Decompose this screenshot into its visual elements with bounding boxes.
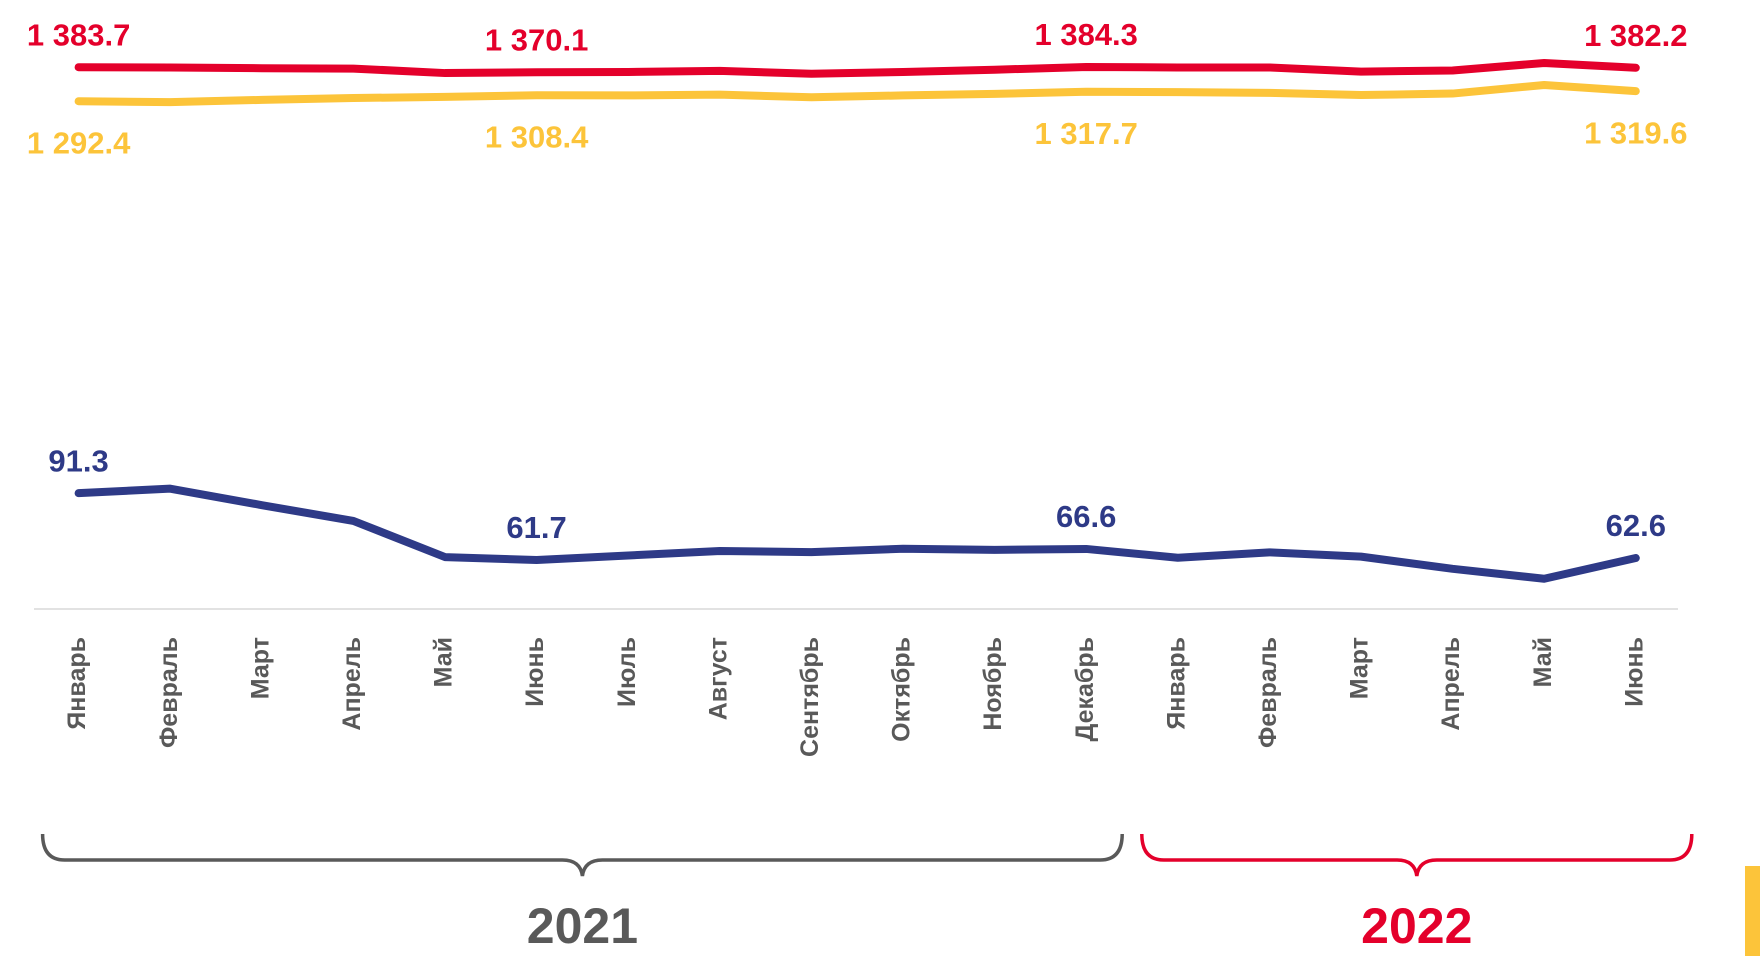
x-tick-label: Июль [613,637,641,707]
x-tick-label: Апрель [1437,637,1465,731]
x-tick-label: Январь [63,637,91,730]
data-label: 61.7 [506,510,566,545]
series-line [74,58,1640,78]
year-brace [40,833,1124,877]
corner-accent [1745,866,1760,956]
year-brace [1140,833,1694,877]
x-tick-label: Ноябрь [979,637,1007,731]
data-label: 62.6 [1606,508,1666,543]
x-tick-label: Август [704,637,732,720]
x-tick-label: Май [1529,637,1557,687]
x-tick-label: Март [246,637,274,699]
x-tick-label: Январь [1162,637,1190,730]
data-label: 1 383.7 [27,17,130,52]
x-tick-label: Июнь [1620,637,1648,707]
data-label: 1 317.7 [1034,116,1137,151]
year-label: 2021 [527,898,638,954]
data-label: 1 384.3 [1034,17,1137,52]
x-tick-label: Февраль [155,637,183,748]
x-tick-label: Декабрь [1071,637,1099,742]
data-label: 1 308.4 [485,119,589,154]
data-label: 1 370.1 [485,22,588,57]
series-line [74,80,1640,107]
x-tick-label: Февраль [1254,637,1282,748]
data-label: 66.6 [1056,499,1116,534]
x-tick-label: Март [1346,637,1374,699]
data-label: 91.3 [48,443,108,478]
x-tick-label: Июнь [521,637,549,707]
year-label: 2022 [1361,898,1472,954]
x-tick-label: Сентябрь [796,637,824,757]
data-label: 1 382.2 [1584,18,1687,53]
x-tick-label: Октябрь [888,637,916,742]
data-label: 1 292.4 [27,125,131,160]
data-label: 1 319.6 [1584,115,1687,150]
x-tick-label: Апрель [338,637,366,731]
x-tick-label: Май [430,637,458,687]
series-line [74,484,1640,583]
